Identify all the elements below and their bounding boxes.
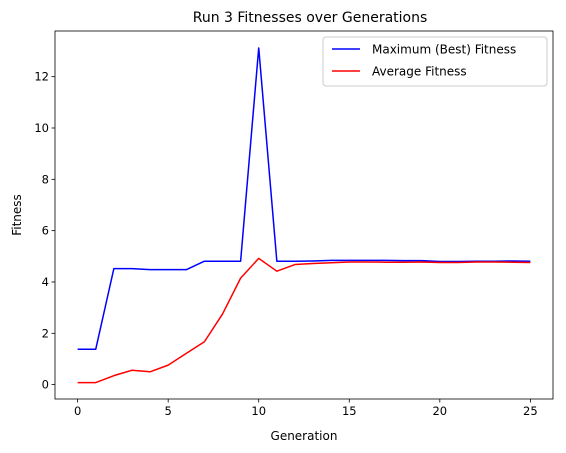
x-tick-label: 20 xyxy=(432,404,447,418)
plot-area xyxy=(77,47,531,384)
x-tick-label: 10 xyxy=(251,404,266,418)
y-tick-label: 12 xyxy=(34,70,49,84)
y-tick-label: 2 xyxy=(42,326,49,340)
plot-frame xyxy=(54,30,554,400)
y-tick-label: 4 xyxy=(42,275,49,289)
legend-label: Maximum (Best) Fitness xyxy=(372,43,516,57)
legend: Maximum (Best) Fitness Average Fitness xyxy=(322,36,548,87)
y-tick-label: 0 xyxy=(42,378,49,392)
y-tick-label: 10 xyxy=(34,121,49,135)
x-tick-label: 0 xyxy=(74,404,81,418)
series-line-max-fitness xyxy=(77,47,531,350)
chart-title: Run 3 Fitnesses over Generations xyxy=(193,10,428,26)
x-tick-label: 5 xyxy=(165,404,172,418)
x-tick-label: 15 xyxy=(342,404,357,418)
y-tick-label: 8 xyxy=(42,172,49,186)
axis-ticks: 0 5 10 15 20 25 0 2 4 6 8 10 12 xyxy=(34,70,537,418)
series-line-avg-fitness xyxy=(77,257,531,384)
legend-label: Average Fitness xyxy=(372,65,467,79)
x-axis-label: Generation xyxy=(271,429,338,443)
legend-box xyxy=(322,36,548,87)
x-tick-label: 25 xyxy=(523,404,538,418)
y-axis-label: Fitness xyxy=(10,194,24,236)
y-tick-label: 6 xyxy=(42,224,49,238)
